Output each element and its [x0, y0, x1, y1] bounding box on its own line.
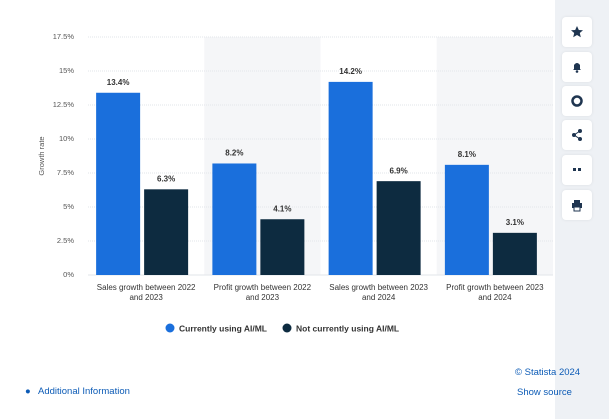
show-source-link[interactable]: Show source	[517, 387, 572, 398]
info-icon: ●	[25, 386, 31, 397]
data-label: 14.2%	[339, 67, 362, 76]
legend-swatch	[282, 323, 292, 333]
data-label: 4.1%	[273, 204, 291, 213]
bar	[96, 92, 141, 275]
share-button[interactable]	[562, 120, 592, 150]
data-label: 3.1%	[506, 218, 524, 227]
y-tick-label: 17.5%	[53, 32, 75, 41]
additional-info-link[interactable]: Additional Information	[38, 386, 130, 397]
y-tick-label: 7.5%	[57, 168, 74, 177]
data-label: 6.9%	[390, 166, 408, 175]
y-tick-label: 12.5%	[53, 100, 75, 109]
y-axis-label: Growth rate	[37, 136, 46, 175]
x-tick-label: Sales growth between 2023 and 2024	[329, 283, 428, 302]
x-tick-label: Profit growth between 2022 and 2023	[213, 283, 312, 302]
data-label: 13.4%	[107, 78, 130, 87]
legend-swatch	[165, 323, 175, 333]
alert-button[interactable]	[562, 52, 592, 82]
x-tick-label: Sales growth between 2022 and 2023	[96, 283, 196, 302]
credit[interactable]: © Statista 2024	[515, 367, 581, 378]
legend-label: Not currently using AI/ML	[296, 323, 399, 333]
bar	[444, 164, 489, 275]
x-tick-label: Profit growth between 2023 and 2024	[446, 283, 544, 302]
legend-label: Currently using AI/ML	[179, 323, 267, 333]
bar	[376, 181, 421, 275]
bar	[212, 163, 257, 275]
favorite-button[interactable]	[562, 17, 592, 47]
bar	[328, 81, 373, 275]
cite-button[interactable]	[562, 155, 592, 185]
data-label: 8.2%	[225, 149, 243, 158]
bar	[144, 189, 189, 275]
y-tick-label: 5%	[63, 202, 74, 211]
y-tick-label: 0%	[63, 270, 74, 279]
settings-button[interactable]	[562, 86, 592, 116]
data-label: 8.1%	[458, 150, 476, 159]
y-tick-label: 15%	[59, 66, 74, 75]
bar	[492, 232, 537, 275]
data-label: 6.3%	[157, 174, 175, 183]
y-tick-label: 2.5%	[57, 236, 74, 245]
print-button[interactable]	[562, 190, 592, 220]
bar	[260, 219, 305, 275]
y-tick-label: 10%	[59, 134, 74, 143]
